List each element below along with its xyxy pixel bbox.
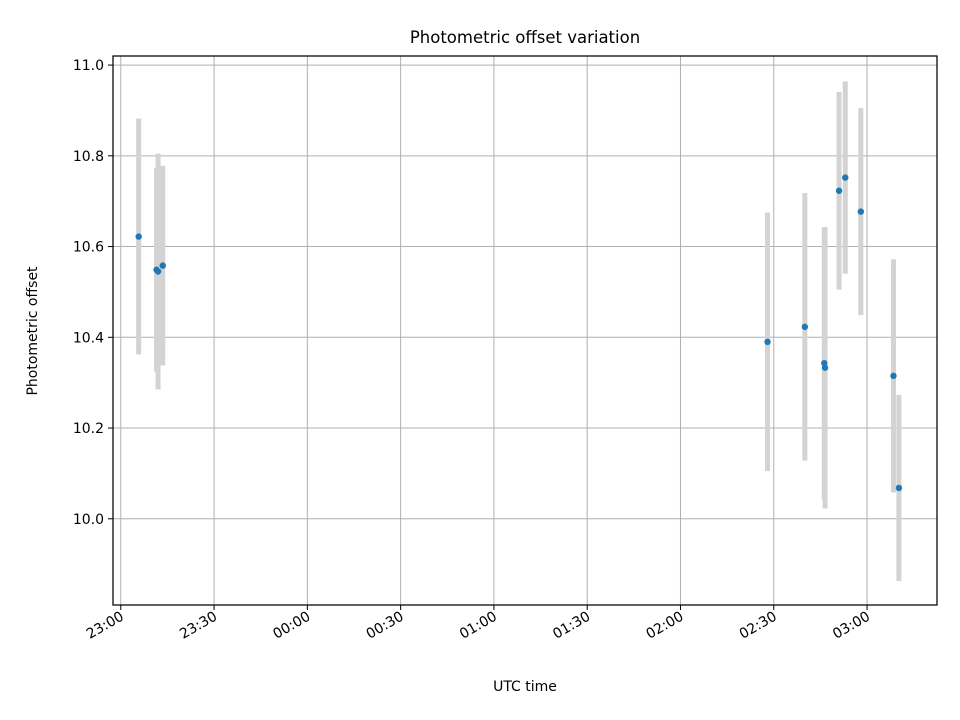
data-point [764, 338, 771, 346]
plot-frame [112, 55, 938, 606]
y-axis-ticks: 10.0 10.2 10.4 10.6 10.8 11.0 [73, 58, 113, 528]
data-point [835, 187, 843, 194]
y-tick-label: 10.2 [73, 421, 104, 437]
y-tick-label: 10.0 [73, 512, 104, 528]
y-tick-label: 10.4 [73, 330, 104, 346]
data-point [890, 372, 897, 380]
data-point [821, 364, 829, 371]
data-point [857, 208, 865, 215]
data-point [801, 323, 809, 331]
chart-title: Photometric offset variation [410, 28, 640, 47]
y-tick-label: 10.6 [73, 240, 104, 256]
y-tick-label: 11.0 [73, 58, 104, 74]
x-axis-label: UTC time [493, 679, 557, 695]
data-points [135, 174, 903, 492]
data-point [135, 233, 142, 240]
data-point [895, 484, 903, 492]
data-point [842, 174, 849, 181]
y-tick-label: 10.8 [73, 149, 104, 165]
grid [113, 56, 937, 605]
data-point [154, 268, 162, 275]
data-point [159, 262, 166, 269]
y-axis-label: Photometric offset [25, 266, 41, 396]
